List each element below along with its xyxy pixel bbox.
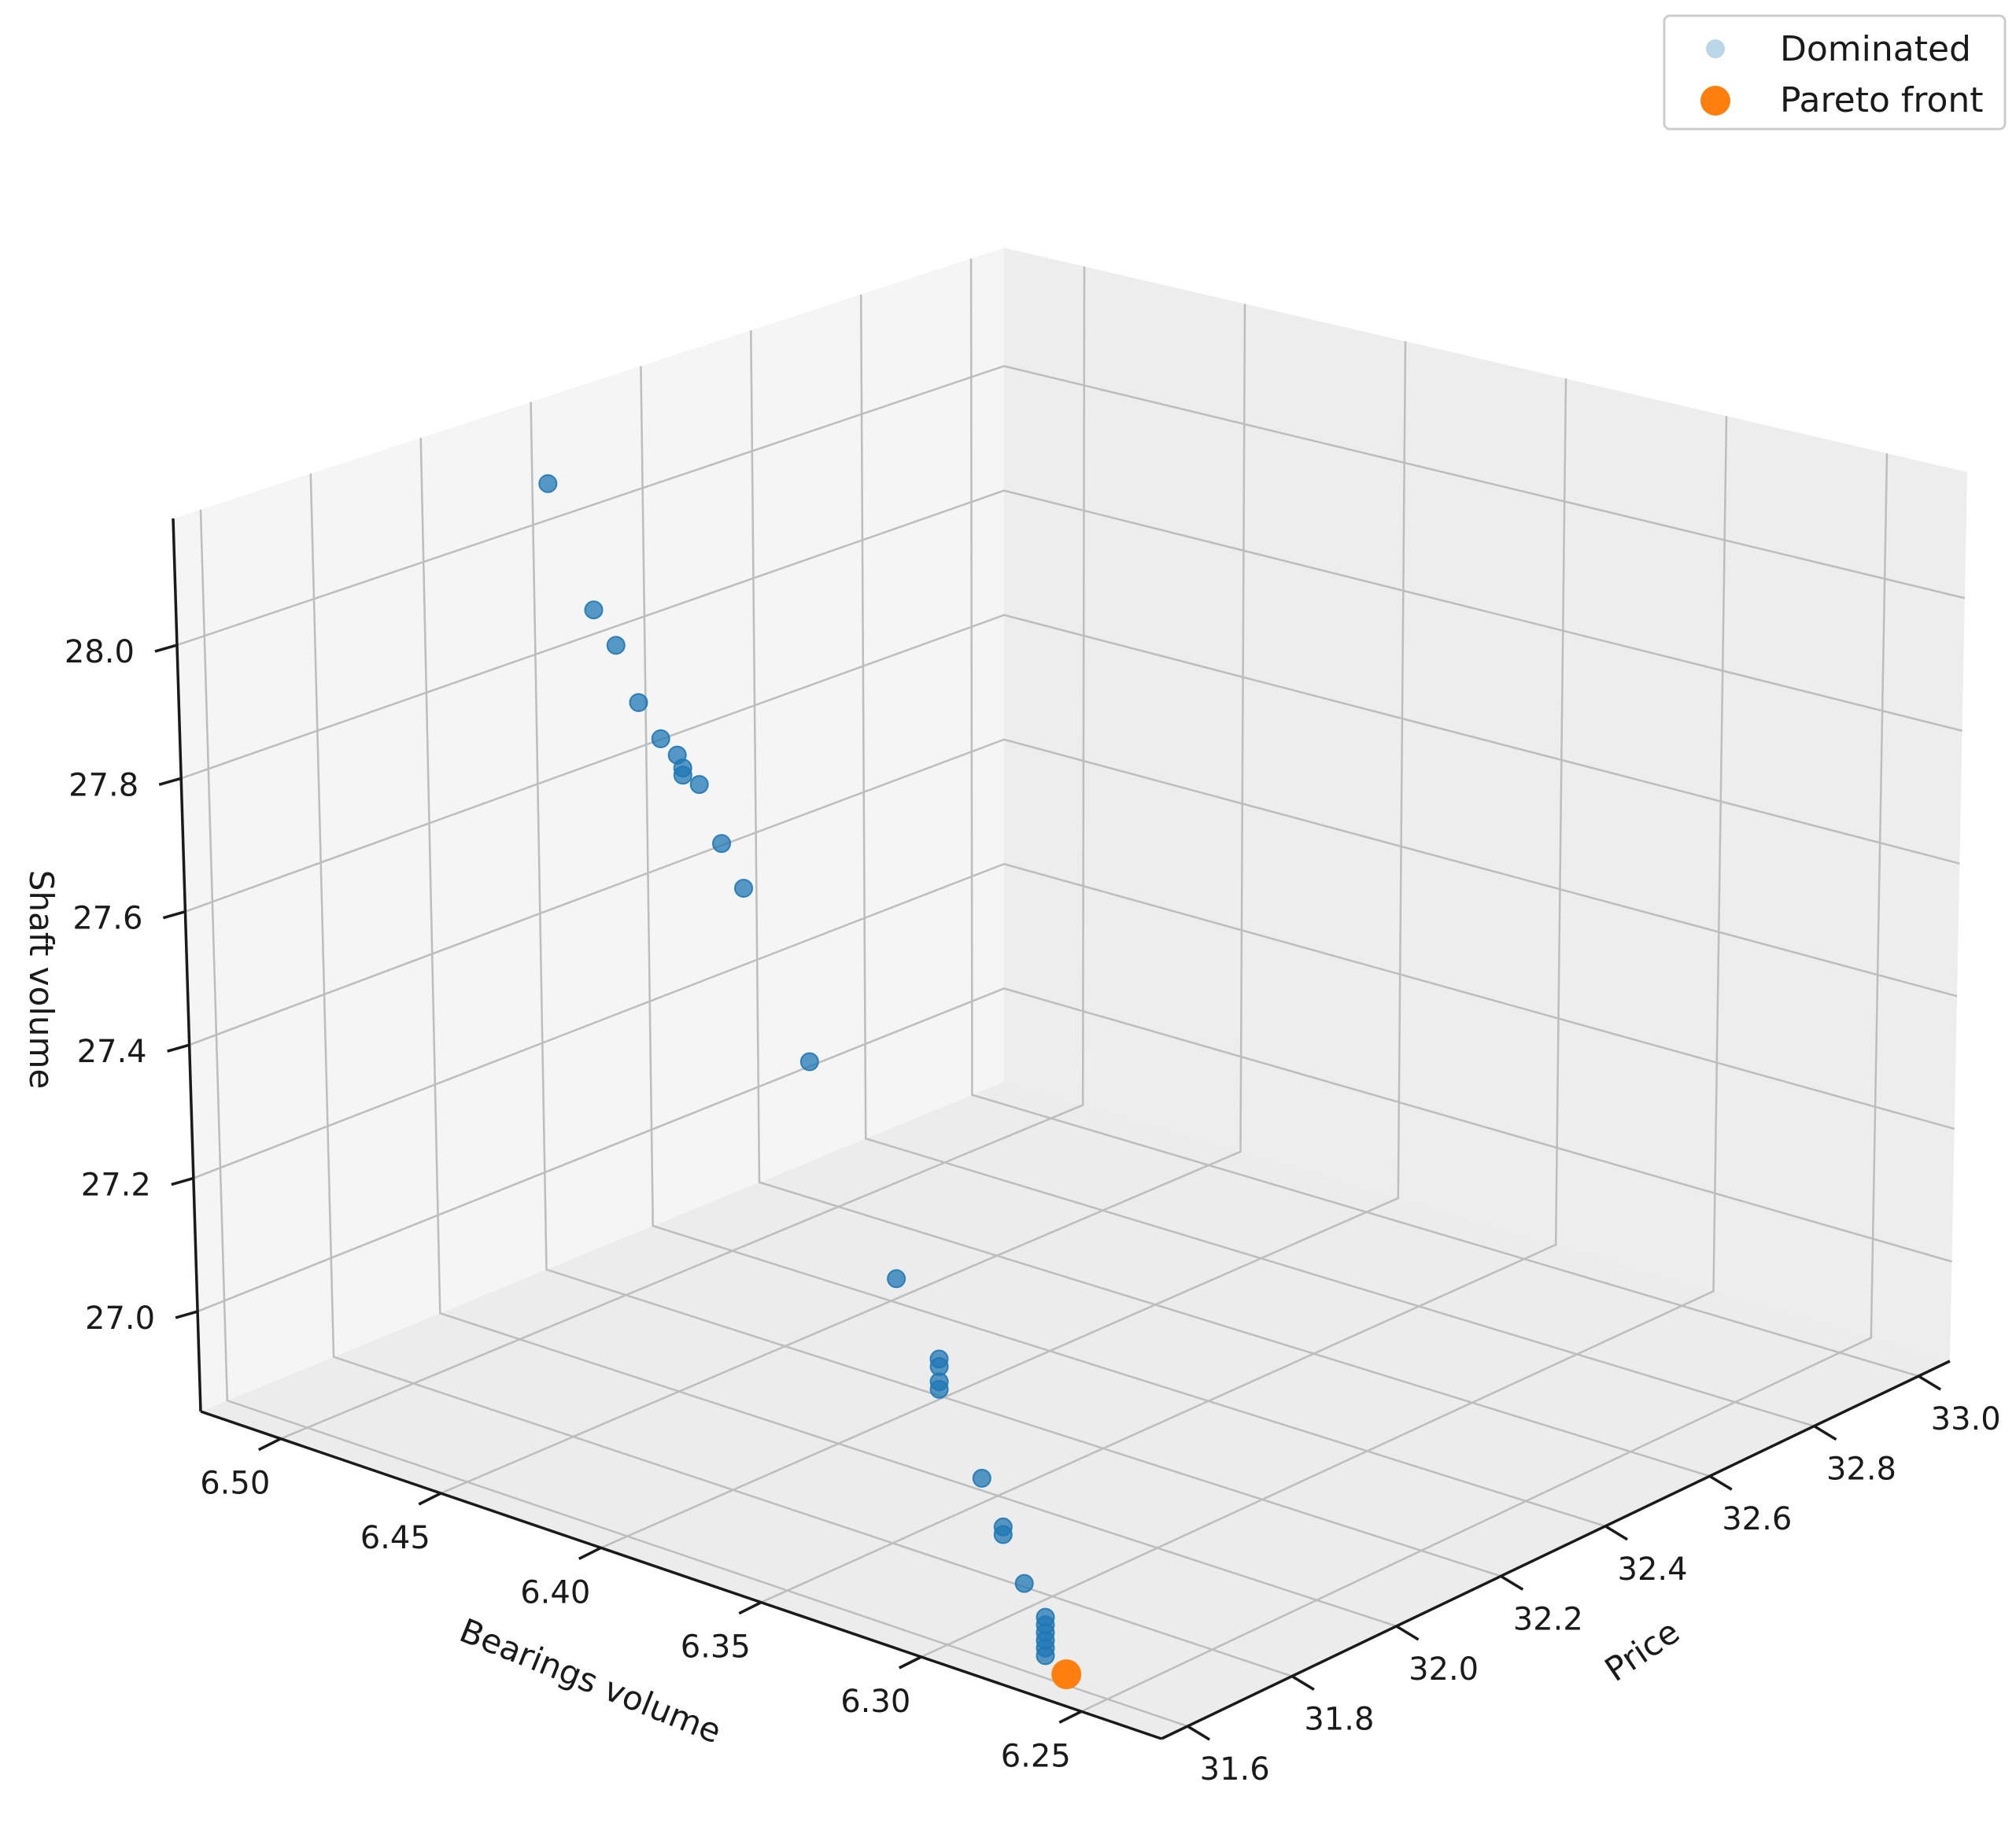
dominated-point [972, 1468, 991, 1488]
price-tick-mark [1604, 1525, 1628, 1541]
shaft-tick-label: 27.6 [72, 901, 142, 937]
price-tick-label: 32.2 [1513, 1601, 1583, 1637]
shaft-tick-mark [154, 644, 178, 653]
gridline-shaft [176, 364, 1966, 647]
bearings-tick-mark [738, 1601, 762, 1615]
price-tick-label: 32.6 [1722, 1501, 1792, 1537]
dominated-point [673, 766, 692, 785]
shaft-tick-mark [162, 910, 186, 920]
price-tick-label: 31.6 [1200, 1751, 1270, 1788]
gridline-shaft [189, 738, 1958, 1046]
gridline-price [199, 509, 1188, 1728]
back-left-pane [173, 248, 1004, 1411]
shaft-tick-mark [158, 777, 182, 787]
dominated-point [887, 1269, 906, 1289]
shaft-tick-mark [175, 1310, 198, 1319]
dominated-point [993, 1525, 1013, 1544]
gridline-bearings [1080, 453, 1889, 1713]
bearings-tick-mark [898, 1655, 922, 1670]
legend-label-dominated: Dominated [1780, 29, 1971, 69]
gridline-price [640, 366, 1606, 1527]
bearings-tick-mark [418, 1492, 442, 1506]
dominated-point [689, 775, 709, 795]
dominated-point [1036, 1646, 1055, 1666]
back-right-pane [1004, 248, 1967, 1361]
dominated-point [799, 1052, 819, 1072]
shaft-tick-mark [171, 1176, 194, 1186]
dominated-point [712, 834, 731, 854]
dominated-point [629, 693, 648, 712]
bearings-tick-mark [578, 1546, 602, 1560]
bearings-tick-label: 6.40 [520, 1574, 590, 1610]
gridline-bearings [440, 304, 1246, 1495]
price-tick-mark [1918, 1374, 1942, 1391]
z-axis-label: Shaft volume [22, 870, 61, 1089]
legend-marker-pareto-front [1700, 86, 1730, 116]
bearings-tick-label: 6.35 [681, 1629, 751, 1666]
price-tick-mark [1290, 1675, 1315, 1692]
gridline-shaft [184, 614, 1960, 913]
dominated-point [606, 636, 626, 655]
dominated-point [538, 474, 558, 493]
price-tick-mark [1500, 1574, 1524, 1591]
gridline-bearings [280, 266, 1086, 1440]
shaft-tick-label: 28.0 [65, 634, 135, 670]
price-tick-mark [1395, 1625, 1420, 1641]
axes-panes [173, 248, 1967, 1739]
shaft-tick-label: 27.8 [68, 767, 138, 803]
gridline-price [969, 258, 1919, 1378]
bearings-axis-line [200, 1410, 1162, 1740]
price-tick-label: 31.8 [1304, 1702, 1374, 1738]
bearings-tick-mark [257, 1437, 282, 1452]
gridline-price [419, 437, 1397, 1628]
gridline-shaft [180, 489, 1962, 780]
gridline-shaft [197, 987, 1952, 1313]
gridline-price [750, 330, 1711, 1478]
legend: Dominated Pareto front [1663, 14, 2007, 131]
price-tick-label: 32.0 [1409, 1651, 1479, 1688]
price-tick-label: 32.4 [1618, 1551, 1688, 1588]
legend-label-pareto-front: Pareto front [1780, 80, 1984, 120]
axis-ticks: 31.6 31.8 32.0 32.2 32.4 32.6 32.8 33.0 6.25 6.30… [65, 634, 2001, 1788]
dominated-point [929, 1379, 949, 1399]
gridlines [176, 258, 1966, 1728]
shaft-tick-label: 27.0 [85, 1301, 155, 1337]
bearings-tick-label: 6.50 [200, 1466, 270, 1502]
gridline-bearings [600, 341, 1407, 1549]
bearings-tick-label: 6.25 [1001, 1738, 1071, 1774]
price-tick-mark [1708, 1474, 1733, 1491]
gridline-bearings [760, 378, 1567, 1603]
gridline-price [309, 474, 1293, 1677]
floor-pane [201, 1082, 1950, 1739]
price-tick-label: 32.8 [1826, 1452, 1896, 1488]
data-points [538, 474, 1082, 1690]
gridline-shaft [193, 862, 1955, 1179]
shaft-axis-line [172, 518, 202, 1412]
dominated-point [584, 600, 604, 620]
gridline-price [859, 294, 1815, 1427]
price-tick-mark [1187, 1725, 1211, 1741]
gridline-price [530, 401, 1501, 1577]
bearings-tick-label: 6.30 [840, 1684, 910, 1720]
dominated-point [651, 729, 670, 748]
bearings-tick-mark [1058, 1710, 1083, 1724]
shaft-tick-mark [167, 1043, 190, 1053]
legend-marker-dominated [1706, 39, 1725, 58]
legend-frame [1663, 14, 2007, 131]
dominated-point [1014, 1574, 1034, 1593]
bearings-tick-label: 6.45 [360, 1520, 430, 1556]
price-tick-mark [1813, 1425, 1837, 1441]
gridline-bearings [921, 415, 1728, 1658]
shaft-tick-label: 27.4 [77, 1034, 147, 1070]
price-tick-label: 33.0 [1931, 1401, 2001, 1437]
dominated-point [734, 879, 753, 898]
shaft-tick-label: 27.2 [81, 1168, 151, 1204]
pareto-front-point [1051, 1659, 1082, 1690]
x-axis-label: Price [1598, 1612, 1686, 1689]
